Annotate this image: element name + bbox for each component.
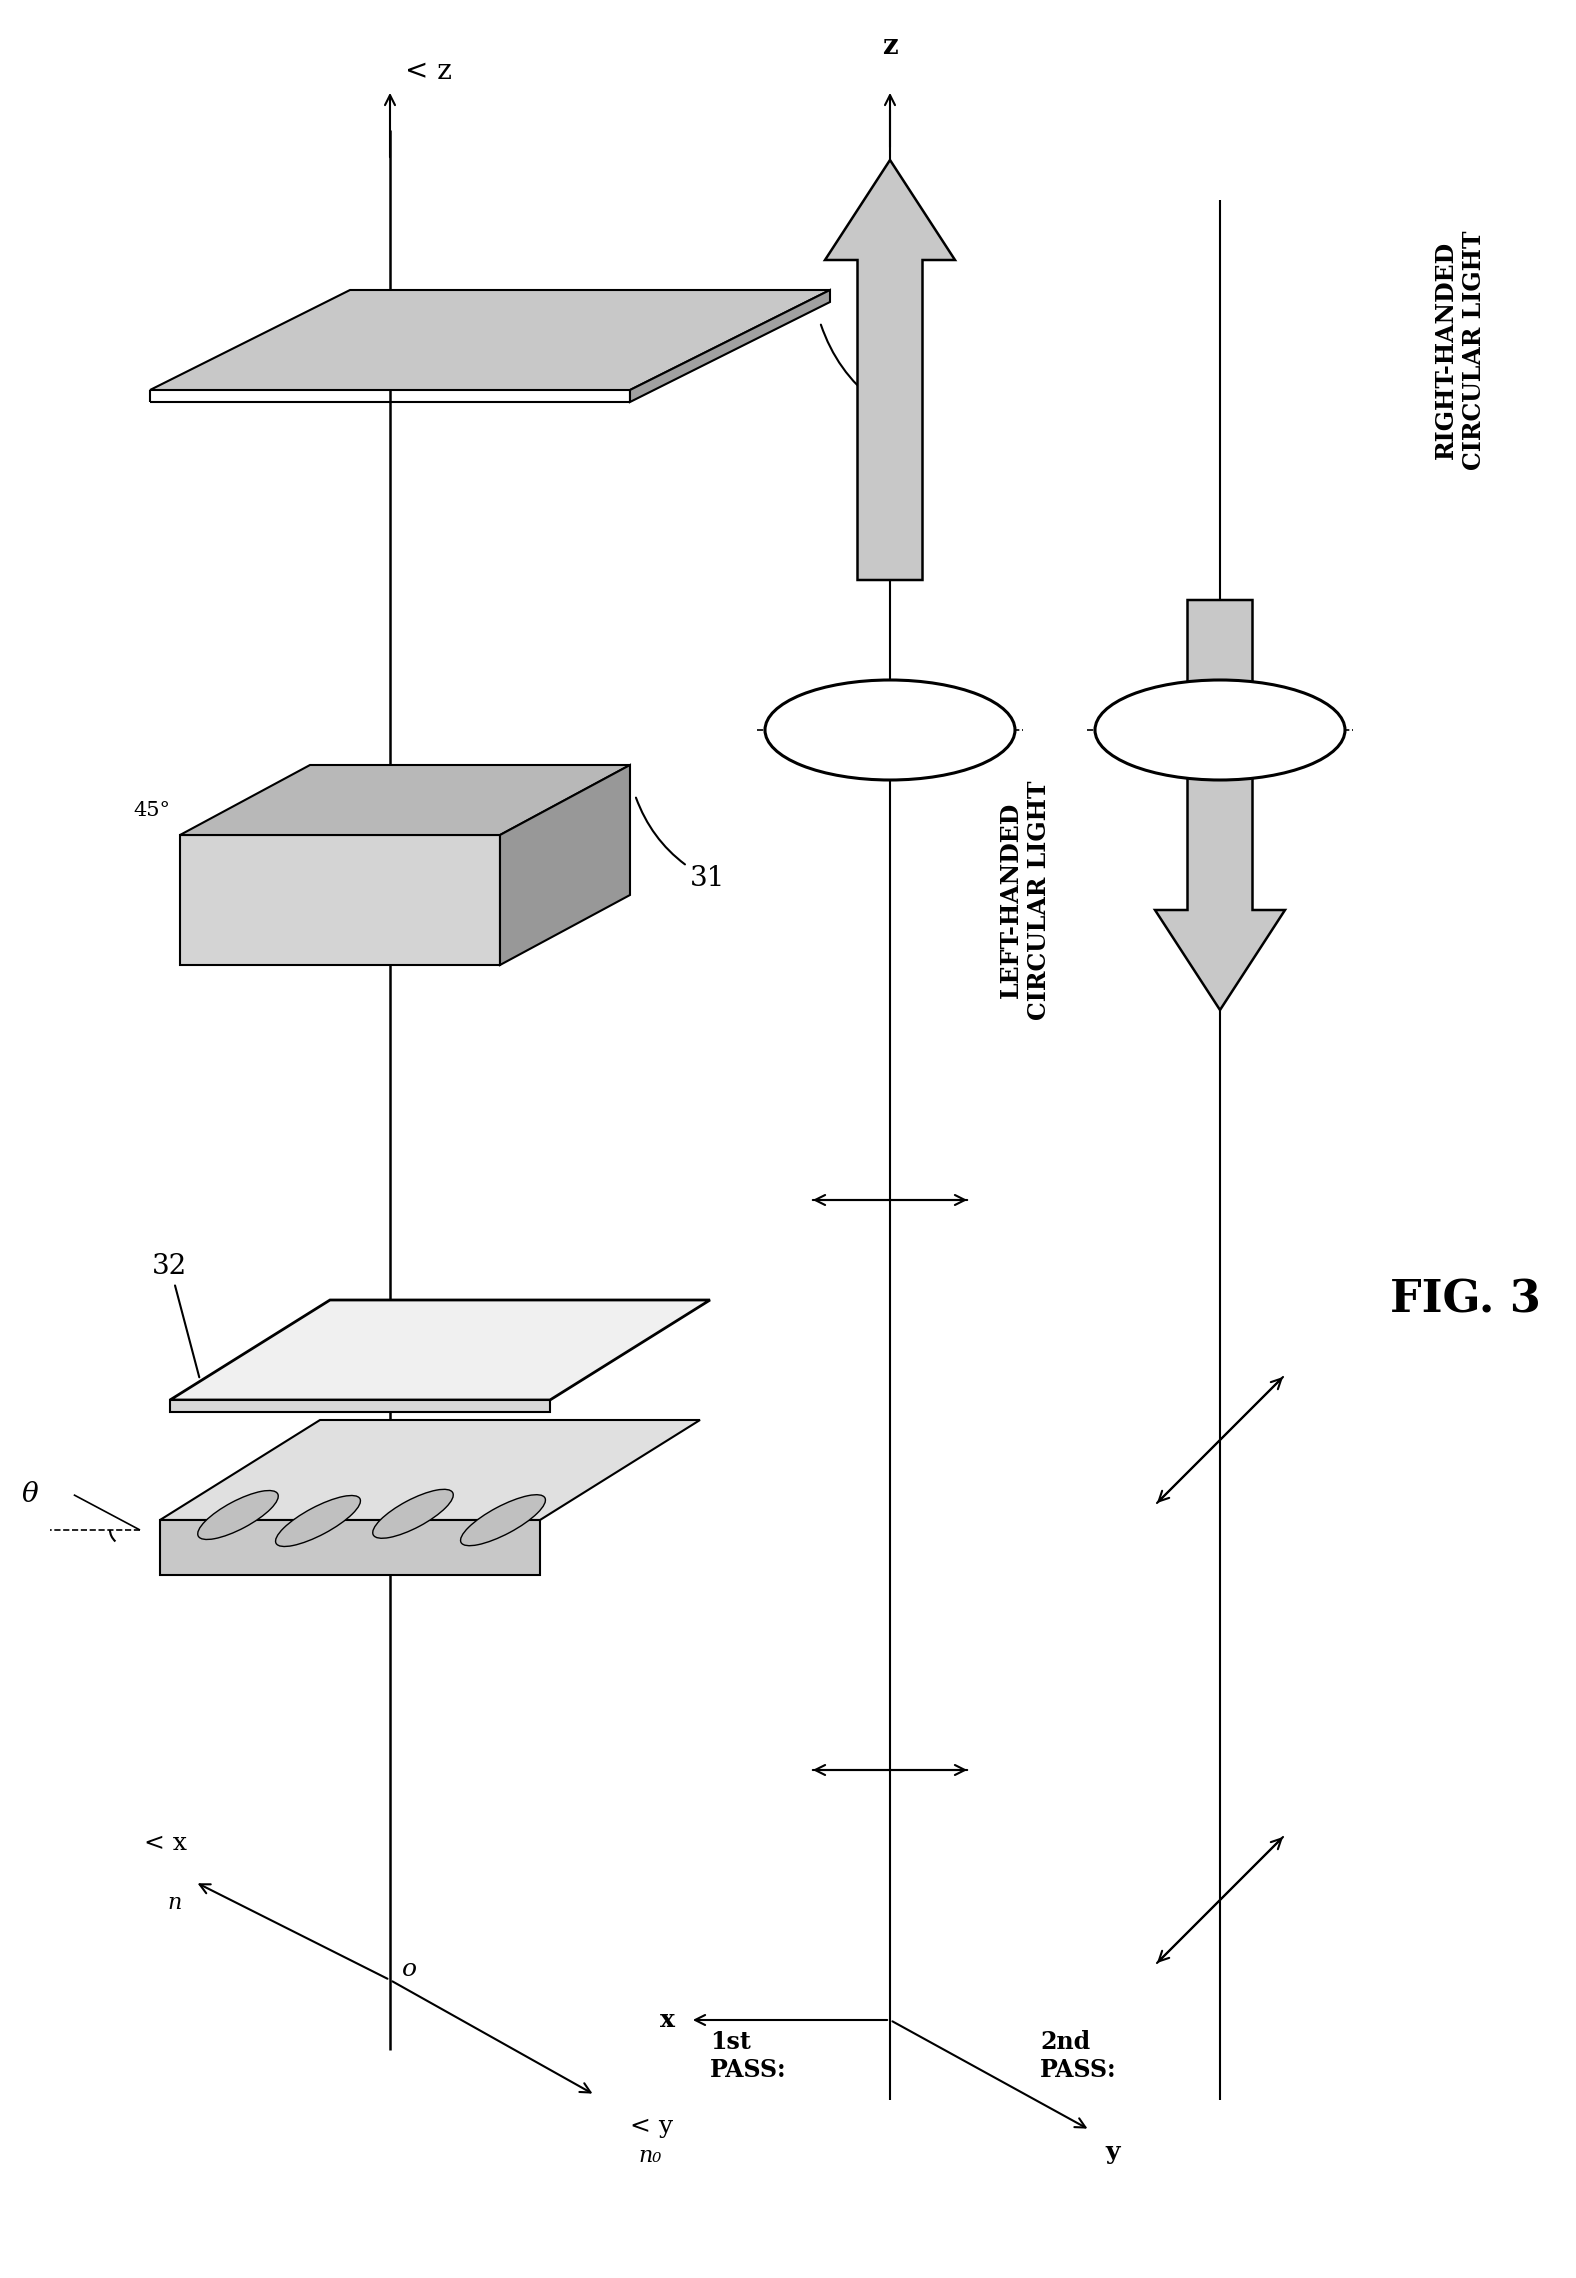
Ellipse shape bbox=[197, 1490, 279, 1540]
Text: θ: θ bbox=[22, 1481, 38, 1508]
Text: x: x bbox=[660, 2007, 675, 2032]
Text: < z: < z bbox=[405, 57, 452, 84]
Ellipse shape bbox=[460, 1494, 545, 1547]
Text: < x: < x bbox=[143, 1832, 186, 1854]
Text: 30: 30 bbox=[821, 326, 916, 428]
Polygon shape bbox=[170, 1401, 550, 1412]
Text: n: n bbox=[167, 1893, 183, 1914]
Text: z: z bbox=[883, 32, 898, 59]
Text: FIG. 3: FIG. 3 bbox=[1390, 1278, 1541, 1321]
Text: < y: < y bbox=[630, 2114, 673, 2139]
Polygon shape bbox=[630, 289, 831, 401]
Polygon shape bbox=[1155, 599, 1284, 1009]
Polygon shape bbox=[170, 1301, 711, 1401]
Text: LEFT-HANDED
CIRCULAR LIGHT: LEFT-HANDED CIRCULAR LIGHT bbox=[999, 781, 1051, 1021]
Ellipse shape bbox=[276, 1494, 361, 1547]
Text: 32: 32 bbox=[153, 1253, 199, 1378]
Text: y: y bbox=[1105, 2139, 1119, 2164]
Polygon shape bbox=[500, 765, 630, 966]
Text: 2nd
PASS:: 2nd PASS: bbox=[1040, 2030, 1117, 2082]
Polygon shape bbox=[824, 159, 955, 581]
Text: RIGHT-HANDED
CIRCULAR LIGHT: RIGHT-HANDED CIRCULAR LIGHT bbox=[1434, 230, 1486, 469]
Ellipse shape bbox=[764, 681, 1015, 779]
Polygon shape bbox=[180, 765, 630, 836]
Ellipse shape bbox=[1095, 681, 1344, 779]
Text: 1st
PASS:: 1st PASS: bbox=[711, 2030, 786, 2082]
Ellipse shape bbox=[374, 1490, 454, 1538]
Text: n₀: n₀ bbox=[638, 2146, 662, 2166]
Polygon shape bbox=[161, 1419, 700, 1519]
Text: o: o bbox=[402, 1959, 418, 1982]
Polygon shape bbox=[150, 289, 831, 390]
Polygon shape bbox=[161, 1519, 541, 1574]
Text: 31: 31 bbox=[637, 797, 725, 893]
Polygon shape bbox=[180, 836, 500, 966]
Text: 45°: 45° bbox=[132, 802, 170, 820]
